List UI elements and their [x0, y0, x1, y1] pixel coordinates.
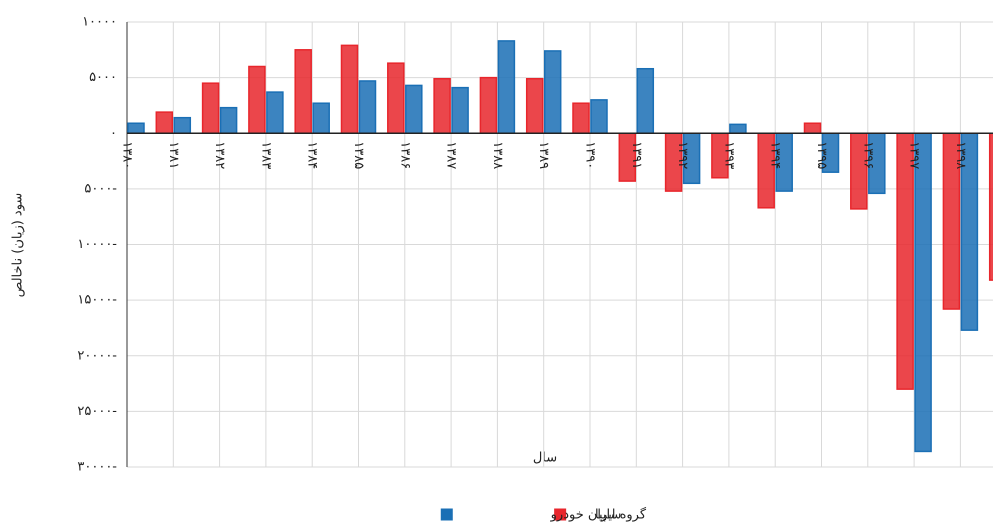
x-tick-label: ۱۳۹۵: [814, 141, 829, 169]
bar: [803, 122, 822, 135]
y-tick-label: ۰: [110, 126, 117, 141]
bar: [266, 91, 284, 134]
bar: [433, 77, 451, 135]
y-tick-label: ۲۰۰۰۰-: [77, 348, 117, 363]
bar: [294, 49, 312, 134]
x-tick-label: ۱۳۸۸: [490, 141, 505, 169]
legend-label: گروه ایران خودرو: [550, 507, 647, 523]
bar: [201, 82, 220, 134]
bar: [525, 77, 544, 135]
y-tick-label: ۱۰۰۰۰-: [77, 237, 117, 252]
legend-swatch: [440, 508, 453, 521]
x-tick-label: ۱۳۹۲: [675, 141, 690, 169]
bar: [155, 111, 174, 135]
y-tick-label: ۵۰۰۰: [89, 70, 117, 85]
bar: [572, 102, 590, 135]
x-tick-label: ۱۳۹۱: [629, 141, 644, 169]
bar: [896, 132, 914, 390]
x-tick-label: ۱۳۸۲: [212, 141, 227, 169]
x-tick-label: ۱۳۸۵: [351, 141, 366, 169]
x-tick-label: ۱۳۹۴: [768, 141, 783, 169]
x-tick-label: ۱۳۸۳: [258, 141, 273, 169]
bar: [543, 50, 562, 134]
bar: [729, 123, 747, 134]
bar: [451, 86, 469, 134]
x-tick-label: ۱۳۸۰: [120, 141, 135, 169]
x-tick-label: ۱۳۹۳: [721, 141, 736, 169]
x-tick-label: ۱۳۹۸: [953, 141, 968, 169]
bar: [914, 132, 932, 453]
bar: [127, 122, 145, 135]
y-tick-label: ۱۵۰۰۰-: [77, 293, 117, 308]
bar: [497, 40, 516, 134]
bar: [479, 76, 498, 134]
x-tick-label: ۱۳۸۷: [444, 141, 459, 169]
bar: [636, 67, 655, 134]
bar: [590, 99, 608, 134]
x-tick-label: ۱۳۸۹: [536, 141, 551, 169]
x-axis-label: سال: [533, 451, 557, 466]
bar: [405, 84, 423, 134]
x-tick-label: ۱۳۹۷: [907, 141, 922, 169]
y-tick-label: ۳۰۰۰۰-: [77, 460, 117, 475]
bar: [219, 106, 238, 134]
bar: [248, 65, 266, 134]
x-tick-label: ۱۳۸۴: [305, 141, 320, 169]
y-tick-label: ۱۰۰۰۰: [82, 15, 117, 30]
bar: [387, 62, 405, 134]
x-tick-label: ۱۳۹۶: [860, 141, 875, 169]
bar: [340, 44, 359, 134]
x-tick-label: ۱۳۸۶: [397, 141, 412, 169]
legend-swatch: [554, 508, 567, 521]
y-tick-label: ۲۵۰۰۰-: [77, 404, 117, 419]
bar: [988, 132, 993, 281]
x-tick-label: ۱۳۹۰: [583, 141, 598, 169]
bar: [358, 80, 377, 134]
bar: [312, 102, 330, 135]
legend-label: ساپیا: [595, 508, 621, 523]
y-tick-label: ۵۰۰۰-: [84, 181, 117, 196]
bar: [173, 116, 192, 135]
y-axis-label: سود (زیان) ناخالص: [11, 193, 26, 298]
x-tick-label: ۱۳۸۱: [166, 141, 181, 169]
